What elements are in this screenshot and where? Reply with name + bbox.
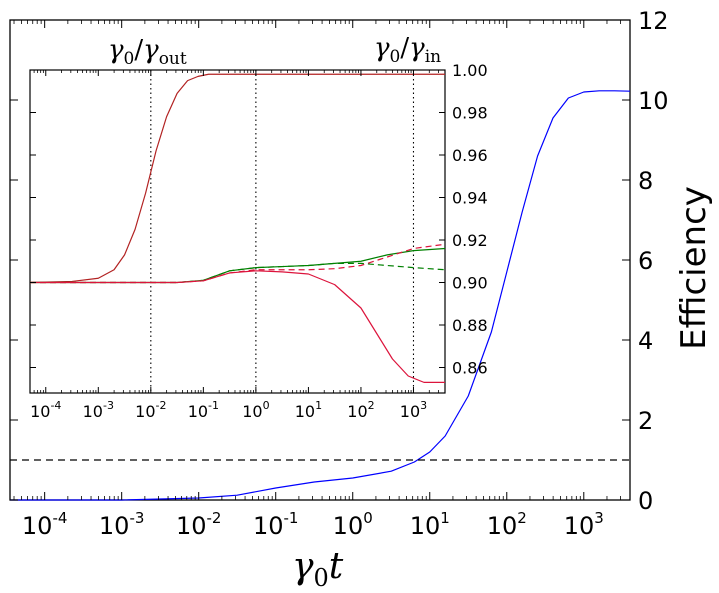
main-y-tick-label: 12 <box>638 7 669 35</box>
main-series-efficiency <box>10 90 631 501</box>
inset-y-tick-label: 0.88 <box>452 316 488 335</box>
inset-plot-frame <box>29 69 446 394</box>
inset-series-crimson-dashed <box>30 243 446 284</box>
inset-y-tick-label: 0.90 <box>452 274 488 293</box>
main-x-tick-label: 103 <box>564 509 604 540</box>
inset-y-tick-label: 0.94 <box>452 189 488 208</box>
inset-x-tick-label: 10-1 <box>188 399 219 421</box>
inset-series-green-dashed <box>30 262 446 284</box>
main-y-tick-label: 10 <box>638 87 669 115</box>
main-y-tick-label: 8 <box>638 167 653 195</box>
main-x-axis-label-base: γ <box>292 546 314 587</box>
main-y-tick-label: 4 <box>638 327 653 355</box>
main-x-tick-label: 101 <box>410 509 450 540</box>
inset-y-tick-label: 1.00 <box>452 61 488 80</box>
main-x-axis-label-sub: 0 <box>314 564 329 592</box>
main-x-tick-label: 10-4 <box>22 509 68 540</box>
main-y-tick-label: 6 <box>638 247 653 275</box>
inset-y-tick-label: 0.92 <box>452 231 488 250</box>
main-x-tick-label: 10-3 <box>99 509 145 540</box>
inset-y-tick-label: 0.98 <box>452 104 488 123</box>
inset-y-tick-label: 0.96 <box>452 146 488 165</box>
inset-y-tick-label: 0.86 <box>452 359 488 378</box>
main-x-tick-label: 10-2 <box>176 509 222 540</box>
main-y-tick-label: 2 <box>638 407 653 435</box>
main-plot-marks: 10-4 10-3 10-2 10-1 100 101 102 103 0 2 4 6 8 10 12 <box>10 7 669 540</box>
inset-x-tick-label: 102 <box>347 399 374 421</box>
inset-plot-marks: 10-4 10-3 10-2 10-1 100 101 102 103 0.86 0.88 0.90… <box>29 61 488 421</box>
main-x-axis-label: γ0t <box>292 546 344 592</box>
inset-x-tick-label: 100 <box>242 399 269 421</box>
main-y-tick-label: 0 <box>638 487 653 515</box>
main-x-axis-label-var: t <box>329 546 344 587</box>
inset-x-tick-label: 103 <box>400 399 427 421</box>
inset-series-crimson-solid <box>30 270 445 383</box>
inset-annotation-gamma-in: γ0/γin <box>374 33 441 67</box>
inset-series-upper <box>29 73 445 284</box>
main-y-axis-label: Efficiency <box>674 186 714 350</box>
main-x-tick-label: 102 <box>487 509 527 540</box>
inset-x-tick-label: 101 <box>295 399 322 421</box>
inset-x-tick-label: 10-2 <box>135 399 166 421</box>
main-x-tick-label: 10-1 <box>253 509 299 540</box>
inset-x-tick-label: 10-3 <box>83 399 114 421</box>
inset-x-tick-label: 10-4 <box>30 399 61 421</box>
main-x-tick-label: 100 <box>333 509 373 540</box>
inset-annotation-gamma-out: γ0/γout <box>108 35 187 69</box>
